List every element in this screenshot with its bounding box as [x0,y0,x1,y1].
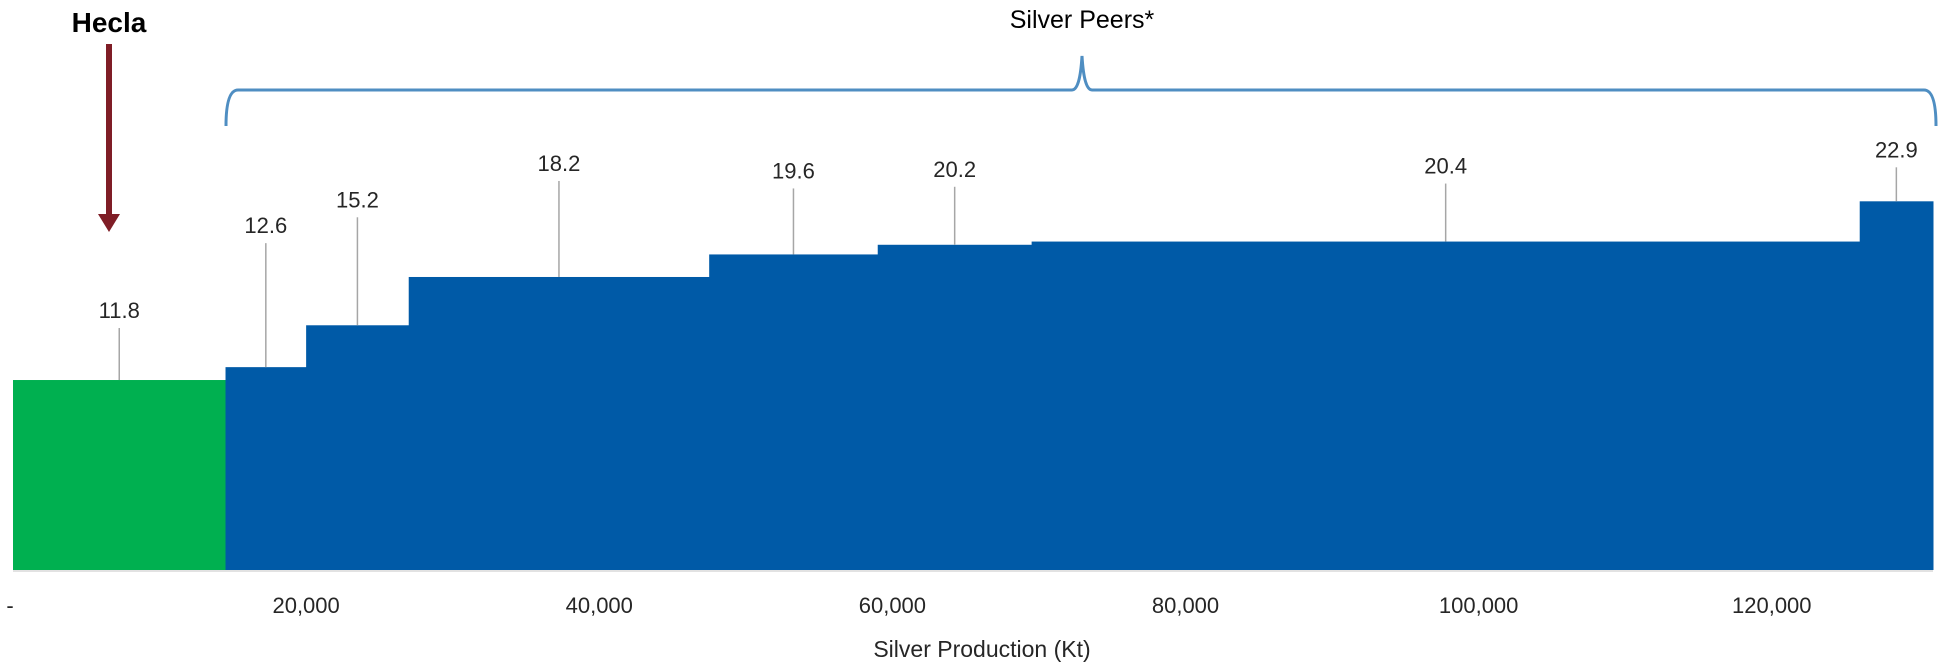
x-tick-label-2: 40,000 [566,593,633,618]
bar-4 [408,276,710,570]
bar-2 [225,367,307,570]
value-labels-group: 11.8 12.6 15.2 18.2 19.6 20.2 20.4 22.9 [99,137,1918,323]
x-tick-label-6: 120,000 [1732,593,1812,618]
bar-8 [1859,201,1934,570]
bar-3 [306,325,410,570]
value-label-8: 22.9 [1875,137,1918,162]
bars-group [13,201,1934,570]
value-label-6: 20.2 [933,157,976,182]
silver-peers-brace [224,55,1938,127]
bar-6 [877,244,1033,570]
bar-5 [709,254,879,570]
value-label-1: 11.8 [99,298,140,323]
value-label-7: 20.4 [1424,154,1467,179]
x-tick-label-5: 100,000 [1439,593,1519,618]
hecla-arrow [98,44,120,232]
x-tick-label-1: 20,000 [272,593,339,618]
silver-peers-label: Silver Peers* [1010,6,1155,34]
bar-7 [1031,241,1861,570]
bar-1 [13,380,227,570]
value-label-4: 18.2 [538,151,581,176]
x-tick-label-0: - [6,593,13,618]
x-tick-label-3: 60,000 [859,593,926,618]
value-label-2: 12.6 [244,213,287,238]
leader-lines-group [118,167,1898,381]
x-axis-title: Silver Production (Kt) [873,636,1090,662]
x-tick-label-4: 80,000 [1152,593,1219,618]
value-label-3: 15.2 [336,187,379,212]
hecla-label: Hecla [72,7,147,38]
x-tick-labels-group: - 20,000 40,000 60,000 80,000 100,000 120,000 [6,593,1811,618]
value-label-5: 19.6 [772,158,815,183]
